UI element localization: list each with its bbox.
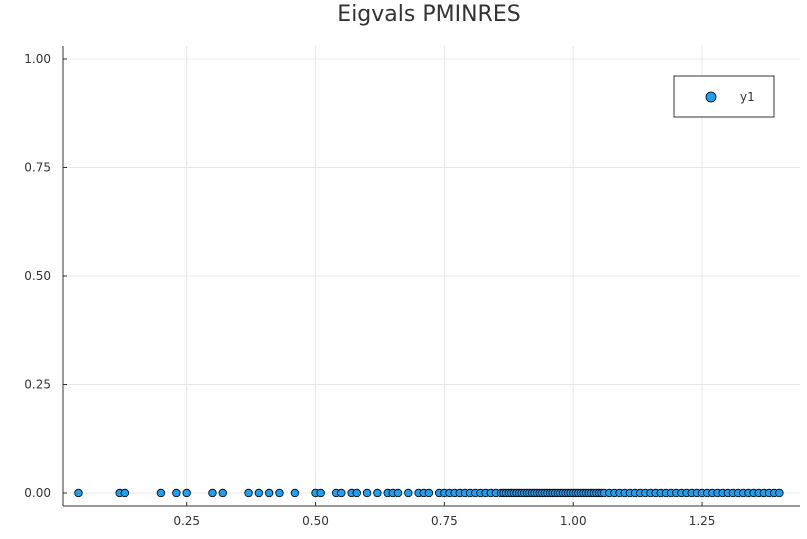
data-point	[244, 488, 253, 498]
data-point	[404, 488, 413, 498]
data-point	[290, 488, 300, 498]
data-point	[337, 488, 346, 498]
data-point	[424, 488, 434, 498]
data-point	[393, 488, 403, 498]
data-point	[218, 488, 227, 498]
data-point	[316, 488, 325, 498]
y-tick-label: 0.75	[24, 161, 51, 175]
x-tick-label: 0.75	[431, 514, 458, 528]
data-point	[373, 488, 382, 498]
x-tick-label: 1.00	[560, 514, 587, 528]
data-point	[120, 488, 130, 498]
data-point	[208, 488, 217, 498]
y-tick-label: 0.50	[24, 269, 51, 283]
chart-title: Eigvals PMINRES	[337, 2, 520, 27]
legend-box	[673, 75, 775, 118]
data-point	[264, 488, 274, 498]
x-tick-label: 0.25	[173, 514, 200, 528]
data-point	[775, 488, 784, 498]
data-point	[352, 488, 361, 498]
y-tick-label: 0.00	[24, 486, 51, 500]
data-point	[74, 488, 83, 498]
data-points	[74, 488, 784, 498]
x-axis-ticks: 0.25 0.50 0.75 1.00 1.25	[173, 502, 715, 528]
legend-marker	[705, 91, 717, 103]
legend-label: y1	[740, 90, 755, 104]
data-point	[172, 488, 181, 498]
y-tick-label: 0.25	[24, 377, 51, 391]
data-point	[254, 488, 264, 498]
legend: y1	[673, 75, 775, 118]
x-tick-label: 0.50	[302, 514, 329, 528]
y-tick-label: 1.00	[24, 52, 51, 66]
data-point	[275, 488, 284, 498]
x-tick-label: 1.25	[689, 514, 716, 528]
data-point	[362, 488, 372, 498]
data-point	[156, 488, 166, 498]
y-axis-ticks: 0.00 0.25 0.50 0.75 1.00	[24, 52, 67, 500]
data-point	[182, 488, 191, 498]
